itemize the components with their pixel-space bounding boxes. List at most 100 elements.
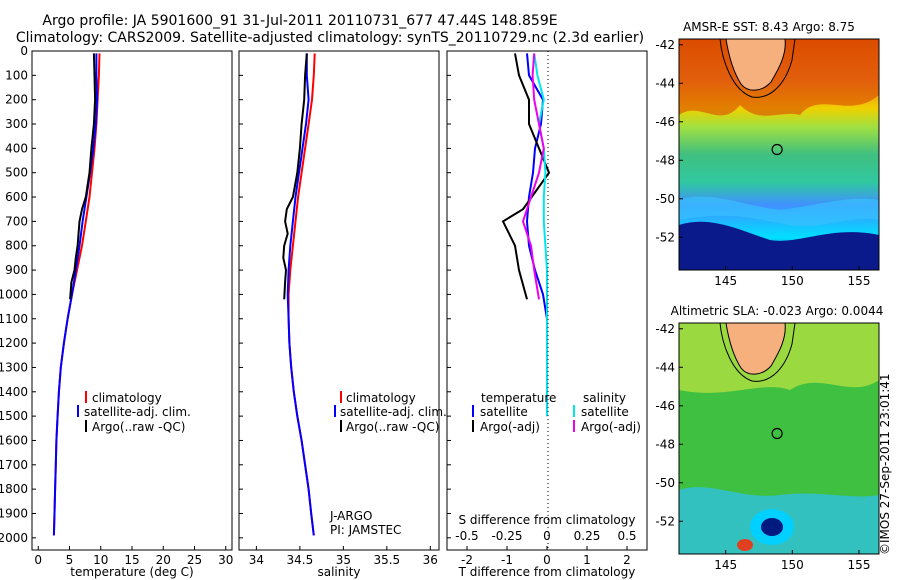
legend-argo-label: Argo(..raw -QC): [92, 420, 185, 434]
x-tick-label: 2: [623, 553, 631, 567]
title-line-2: Climatology: CARS2009. Satellite-adjuste…: [16, 30, 644, 46]
y-tick-label: -52: [655, 230, 675, 244]
y-tick-label: 200: [5, 93, 28, 107]
x-tick-label: 150: [781, 274, 804, 288]
sla-eddy-core: [761, 518, 783, 536]
y-tick-label: 1000: [0, 287, 28, 301]
temperature-xlabel: temperature (deg C): [70, 565, 193, 579]
imos-stamp: ©IMOS 27-Sep-2011 23:01:41: [878, 373, 892, 555]
x-tick-label: 145: [714, 274, 737, 288]
sst-cold-patch: [679, 221, 879, 270]
legend-t-argo-label: Argo(-adj): [480, 420, 540, 434]
salinity-panel: [238, 50, 440, 551]
sla-map-title: Altimetric SLA: -0.023 Argo: 0.0044: [671, 304, 884, 318]
x-tick-label: -1: [501, 553, 513, 567]
s-tick-label: 0.5: [617, 529, 636, 543]
x-tick-label: 30: [218, 553, 233, 567]
y-tick-label: -44: [655, 360, 675, 374]
y-tick-label: -50: [655, 192, 675, 206]
y-tick-label: 2000: [0, 531, 28, 545]
x-tick-label: 25: [187, 553, 202, 567]
x-tick-label: 34: [249, 553, 264, 567]
x-tick-label: 1: [583, 553, 591, 567]
series-line: [533, 53, 548, 417]
sst-map-frame: [678, 38, 880, 271]
x-tick-label: 155: [848, 274, 871, 288]
sla-yellow-patch: [679, 323, 879, 393]
series-line: [501, 53, 551, 300]
legend-temperature-heading: temperature: [481, 391, 556, 405]
x-tick-label: 34.5: [287, 553, 314, 567]
y-tick-label: -42: [655, 322, 675, 336]
sst-warm-blob: [679, 39, 879, 116]
x-tick-label: 20: [156, 553, 171, 567]
y-tick-label: 1300: [0, 360, 28, 374]
legend-argo-label: Argo(..raw -QC): [346, 420, 439, 434]
sst-cyan-band: [679, 196, 879, 227]
series-line: [282, 53, 308, 300]
tasmania-shape: [725, 39, 786, 91]
y-tick-label: 1500: [0, 409, 28, 423]
sst-argo-marker: [771, 143, 783, 156]
legend-climatology-label: climatology: [92, 391, 162, 405]
s-tick-label: 0: [543, 529, 551, 543]
y-tick-label: 400: [5, 141, 28, 155]
y-tick-label: 900: [5, 263, 28, 277]
x-tick-label: 0: [34, 553, 42, 567]
y-tick-label: 1400: [0, 385, 28, 399]
x-tick-label: 36: [423, 553, 438, 567]
y-tick-label: 600: [5, 190, 28, 204]
x-tick-label: 35.5: [373, 553, 400, 567]
series-line: [52, 53, 99, 536]
sla-argo-marker: [771, 427, 783, 440]
difference-xlabel-top: S difference from climatology: [459, 513, 636, 527]
tasmania-shape: [725, 323, 786, 375]
y-tick-label: 0: [20, 44, 28, 58]
salinity-xlabel: salinity: [317, 565, 360, 579]
sla-map-frame: [678, 322, 880, 555]
y-tick-label: 1700: [0, 458, 28, 472]
sst-map-title: AMSR-E SST: 8.43 Argo: 8.75: [683, 20, 855, 34]
x-tick-label: -2: [461, 553, 473, 567]
tasmania-contour: [719, 39, 796, 98]
legend-satellite-label: satellite-adj. clim.: [340, 405, 447, 419]
legend-s-satellite-label: satellite: [581, 405, 629, 419]
y-tick-label: 1900: [0, 506, 28, 520]
y-tick-label: 700: [5, 214, 28, 228]
y-tick-label: -44: [655, 76, 675, 90]
y-tick-label: 1100: [0, 312, 28, 326]
program-label: J-ARGO: [329, 509, 372, 523]
s-tick-label: -0.5: [455, 529, 478, 543]
s-tick-label: 0.25: [574, 529, 601, 543]
y-tick-label: 1800: [0, 482, 28, 496]
x-tick-label: 35: [336, 553, 351, 567]
legend-satellite-label: satellite-adj. clim.: [84, 405, 191, 419]
title-line-1: Argo profile: JA 5901600_91 31-Jul-2011 …: [42, 13, 557, 29]
y-tick-label: 300: [5, 117, 28, 131]
y-tick-label: 800: [5, 239, 28, 253]
difference-xlabel-bottom: T difference from climatology: [458, 565, 636, 579]
difference-legend: temperature salinity satellite Argo(-adj…: [472, 391, 641, 434]
x-tick-label: 15: [124, 553, 139, 567]
series-line: [521, 53, 545, 300]
legend-salinity-heading: salinity: [583, 391, 626, 405]
tasmania-contour: [719, 323, 796, 382]
profile-lines: [52, 53, 551, 536]
y-tick-label: -48: [655, 437, 675, 451]
sst-map-ticks: 145 150 155 -42 -44 -46 -48 -50 -52: [655, 38, 870, 288]
x-tick-label: 0: [543, 553, 551, 567]
salinity-legend: climatology satellite-adj. clim. Argo(..…: [334, 391, 447, 434]
series-line: [286, 53, 315, 536]
y-tick-label: -42: [655, 38, 675, 52]
axis-ticks: 0100200300400500600700800900100011001200…: [0, 44, 637, 567]
legend-s-argo-label: Argo(-adj): [581, 420, 641, 434]
x-tick-label: 145: [714, 558, 737, 572]
y-tick-label: -50: [655, 476, 675, 490]
sla-map-ticks: 145 150 155 -42 -44 -46 -48 -50 -52: [655, 322, 870, 572]
x-tick-label: 150: [781, 558, 804, 572]
y-tick-label: 500: [5, 166, 28, 180]
sla-red-spot: [737, 539, 753, 551]
legend-t-satellite-label: satellite: [480, 405, 528, 419]
y-tick-label: -46: [655, 399, 675, 413]
